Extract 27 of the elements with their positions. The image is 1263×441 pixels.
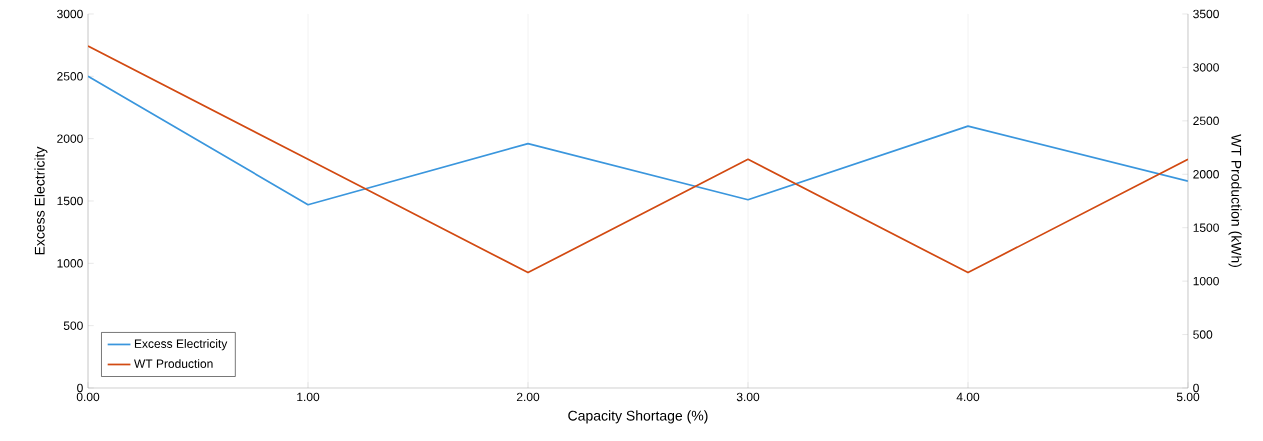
y-tick-label: 2000 xyxy=(57,134,83,143)
x-axis-title: Capacity Shortage (%) xyxy=(568,410,708,424)
y-tick-label: 1000 xyxy=(57,259,83,268)
legend-label: Excess Electricity xyxy=(134,339,228,351)
x-tick-label: 2.00 xyxy=(516,392,540,402)
y2-axis-title: WT Production (kWh) xyxy=(1228,134,1242,267)
x-tick-label: 1.00 xyxy=(297,392,320,402)
y-tick-label: 0 xyxy=(77,383,83,393)
y2-tick-label: 2500 xyxy=(1193,116,1219,126)
line-series xyxy=(88,75,1188,206)
y2-tick-label: 0 xyxy=(1193,383,1199,393)
x-tick-label: 5.00 xyxy=(1176,392,1200,402)
y-axis-title: Excess Electricity xyxy=(34,146,48,255)
y2-tick-label: 1500 xyxy=(1193,223,1219,232)
x-tick-label: 3.00 xyxy=(736,392,760,402)
y2-tick-label: 1000 xyxy=(1193,276,1219,286)
y2-tick-label: 500 xyxy=(1193,330,1213,339)
y2-tick-label: 2000 xyxy=(1193,170,1219,179)
y-tick-label: 3000 xyxy=(57,9,83,19)
y-tick-label: 2500 xyxy=(57,72,83,81)
y2-tick-label: 3000 xyxy=(1193,63,1219,72)
x-tick-label: 4.00 xyxy=(956,392,980,402)
legend-label: WT Production xyxy=(134,359,213,368)
x-tick-label: 0.00 xyxy=(76,392,100,402)
y2-tick-label: 3500 xyxy=(1193,9,1219,19)
y-tick-label: 1500 xyxy=(57,196,83,206)
y-tick-label: 500 xyxy=(63,321,83,330)
